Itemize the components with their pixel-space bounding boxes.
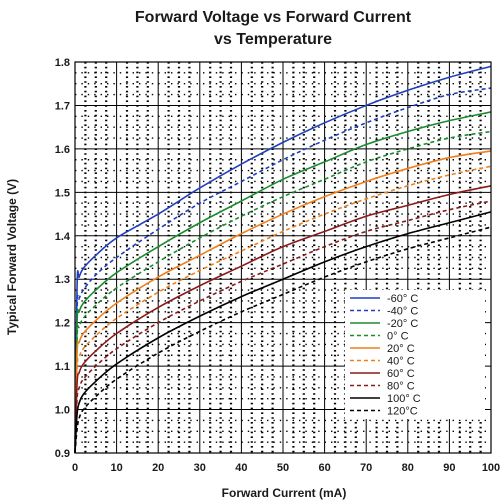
x-tick-label: 10 xyxy=(110,462,122,474)
x-tick-label: 50 xyxy=(277,462,289,474)
series-line-2 xyxy=(74,111,492,454)
x-tick-label: 80 xyxy=(402,462,414,474)
y-tick-label: 1.7 xyxy=(55,100,70,112)
x-tick-label: 20 xyxy=(152,462,164,474)
y-tick-label: 1.2 xyxy=(55,318,70,330)
series-line-6 xyxy=(74,185,492,454)
legend-label: 40° C xyxy=(387,356,415,368)
legend-label: 20° C xyxy=(387,343,415,355)
chart-title: Forward Voltage vs Forward Current xyxy=(135,9,412,26)
x-tick-label: 100 xyxy=(482,462,500,474)
x-tick-label: 0 xyxy=(72,462,78,474)
series-line-3 xyxy=(74,130,492,454)
chart-subtitle: vs Temperature xyxy=(214,31,332,48)
legend-label: -20° C xyxy=(387,318,418,330)
y-tick-label: 1.5 xyxy=(55,187,70,199)
legend-label: 80° C xyxy=(387,381,415,393)
y-tick-label: 1.4 xyxy=(55,231,71,243)
series-line-0 xyxy=(74,65,492,454)
series-line-7 xyxy=(74,200,492,454)
series-line-9 xyxy=(74,226,492,454)
y-tick-label: 0.9 xyxy=(55,448,70,460)
y-tick-label: 1.1 xyxy=(55,361,70,373)
legend-label: -60° C xyxy=(387,293,418,305)
y-tick-label: 1.8 xyxy=(55,57,70,69)
legend-label: -40° C xyxy=(387,306,418,318)
y-axis-title: Typical Forward Voltage (V) xyxy=(5,179,19,335)
x-tick-label: 30 xyxy=(194,462,206,474)
legend-label: 0° C xyxy=(387,331,409,343)
plot-area: 0 10 20 30 40 50 60 70 80 90 100 0.9 1.0 1.1 1.2 1.3 1.4… xyxy=(55,57,500,474)
y-tick-label: 1.6 xyxy=(55,144,70,156)
y-tick-label: 1.3 xyxy=(55,274,70,286)
series-line-4 xyxy=(74,150,492,454)
legend-label: 120°C xyxy=(387,406,418,418)
y-tick-label: 1.0 xyxy=(55,405,70,417)
x-tick-label: 90 xyxy=(443,462,455,474)
series-line-1 xyxy=(74,87,492,454)
plot-frame xyxy=(74,61,492,454)
x-tick-label: 60 xyxy=(318,462,330,474)
x-tick-label: 70 xyxy=(360,462,372,474)
legend-label: 100° C xyxy=(387,393,421,405)
series-line-5 xyxy=(74,165,492,454)
legend-label: 60° C xyxy=(387,368,415,380)
series-line-8 xyxy=(74,211,492,454)
x-axis-title: Forward Current (mA) xyxy=(222,486,347,500)
x-tick-label: 40 xyxy=(235,462,247,474)
